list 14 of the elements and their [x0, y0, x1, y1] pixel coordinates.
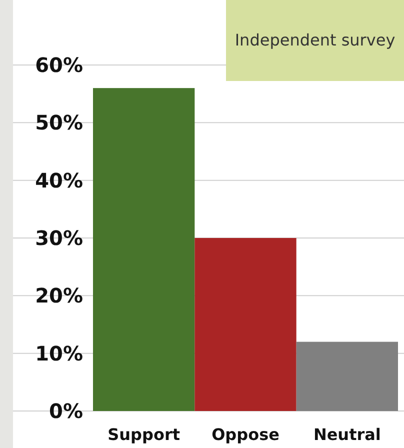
y-tick-label: 20%	[35, 284, 83, 308]
x-tick-label: Oppose	[212, 425, 280, 444]
y-tick-label: 0%	[49, 399, 83, 423]
bar	[296, 342, 398, 411]
y-tick-label: 30%	[35, 226, 83, 250]
bar	[194, 238, 296, 411]
x-tick-label: Neutral	[313, 425, 381, 444]
x-tick-label: Support	[108, 425, 180, 444]
y-tick-label: 40%	[35, 168, 83, 192]
bar	[93, 88, 195, 411]
y-tick-label: 10%	[35, 341, 83, 366]
note-box: Independent survey	[226, 0, 404, 81]
y-tick-label: 50%	[35, 110, 83, 135]
y-tick-label: 60%	[35, 53, 83, 77]
